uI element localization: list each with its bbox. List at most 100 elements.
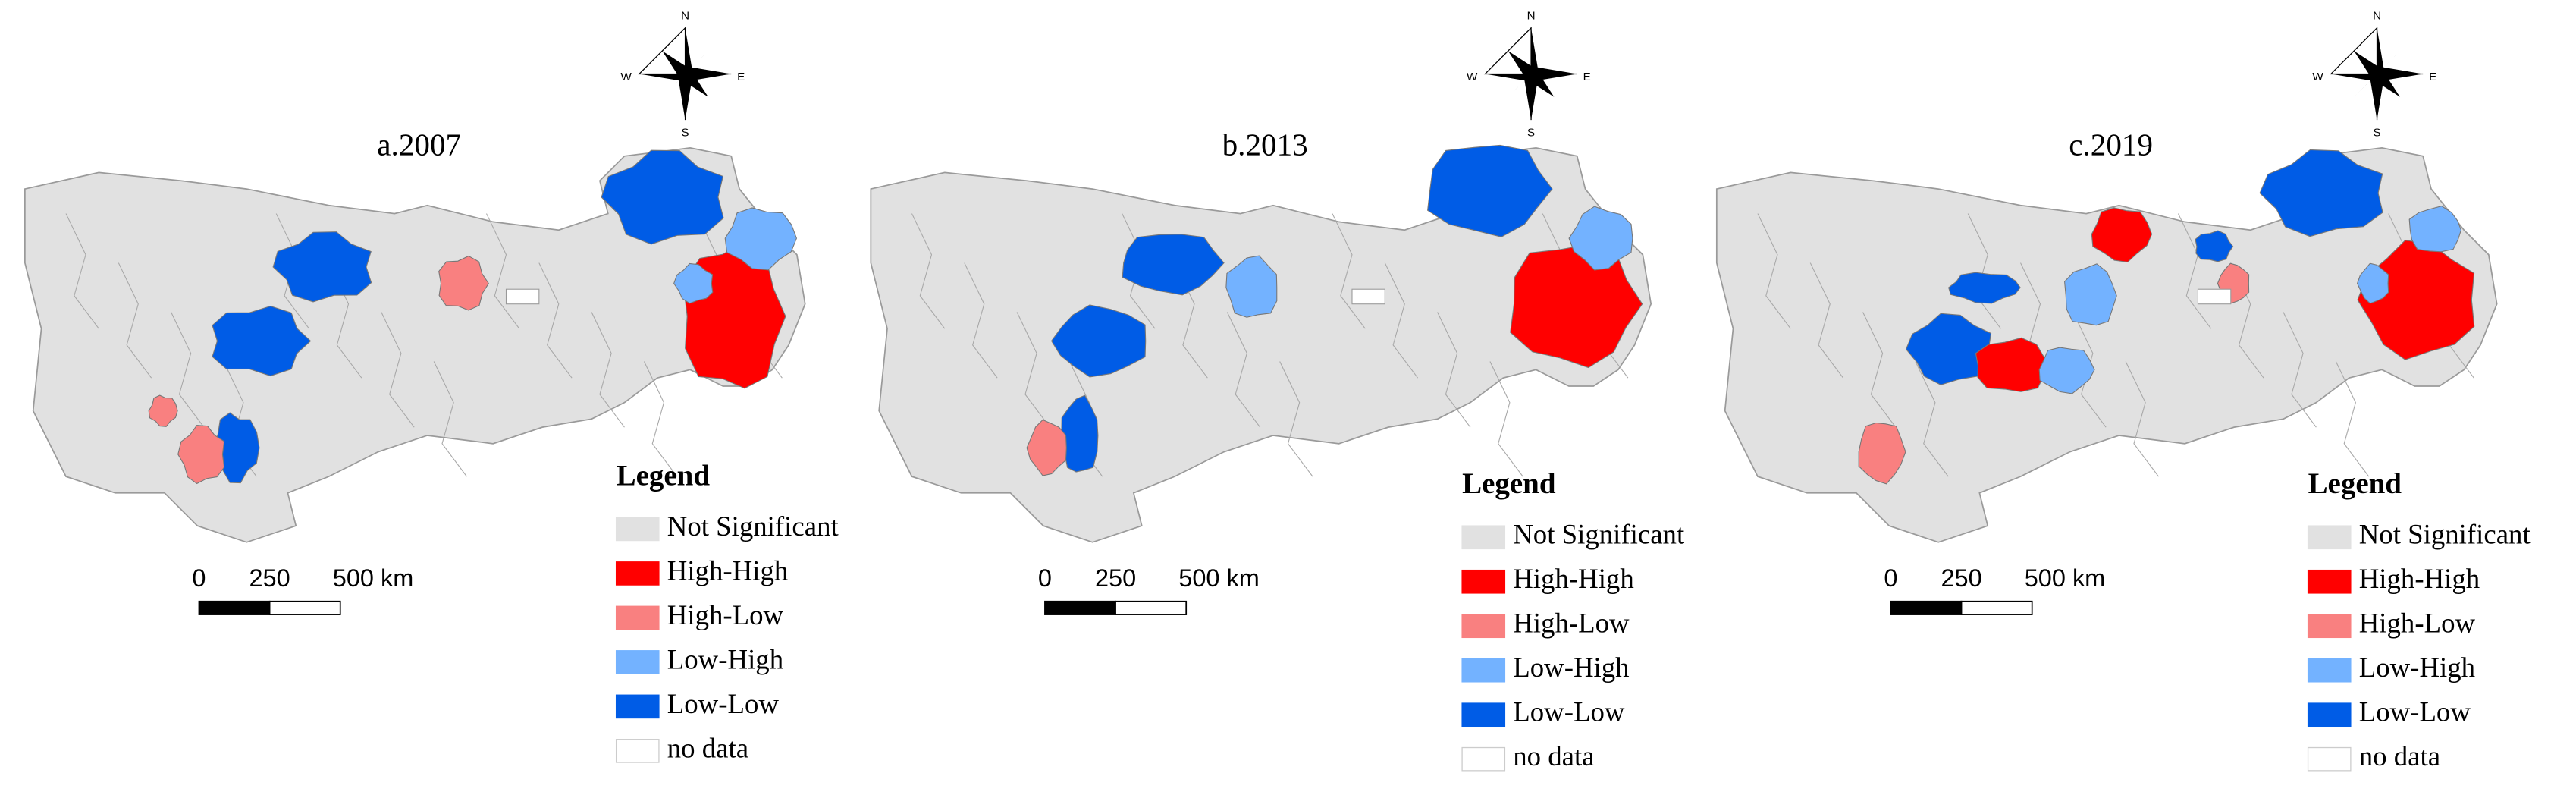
legend-swatch [2307, 702, 2352, 728]
legend-swatch [2307, 658, 2352, 683]
boundary [538, 262, 573, 379]
legend-title: Legend [2308, 467, 2402, 500]
scale-label: 0 [1884, 564, 1897, 592]
scale-label: 250 [249, 564, 290, 592]
cluster-region [724, 207, 798, 271]
boundary [2125, 361, 2159, 477]
cluster-region [1050, 304, 1147, 378]
legend-swatch [615, 694, 660, 719]
compass-letter: S [2373, 126, 2380, 139]
compass-star [1508, 51, 1555, 97]
legend-label: Low-Low [667, 688, 780, 719]
cluster-region [1427, 144, 1553, 237]
legend-label: Not Significant [1513, 519, 1685, 550]
boundary [1809, 262, 1844, 379]
cluster-region [601, 149, 724, 245]
compass-letter: E [2429, 71, 2436, 83]
scale-label: 250 [1941, 564, 1981, 592]
cluster-region [1225, 255, 1278, 318]
legend-label: High-High [2359, 563, 2480, 594]
scale-bar [1044, 600, 1116, 615]
compass-letter: E [1583, 71, 1591, 83]
cluster-region [438, 255, 489, 311]
boundary [1384, 262, 1419, 379]
legend-swatch [1461, 569, 1506, 594]
scale-label: 500 km [1178, 564, 1259, 592]
scale-bar [268, 600, 341, 615]
boundary [171, 312, 205, 428]
compass-letter: E [737, 71, 745, 83]
legend-label: no data [2359, 740, 2440, 772]
boundary [1279, 361, 1313, 477]
cluster-region [2408, 206, 2462, 253]
legend-swatch [2307, 746, 2352, 772]
cluster-region [673, 262, 714, 304]
legend-label: High-High [667, 555, 789, 586]
legend-swatch [1461, 746, 1506, 772]
legend-swatch [615, 605, 660, 630]
scale-label: 250 [1095, 564, 1136, 592]
compass-letter: W [2312, 71, 2323, 83]
compass-letter: N [1527, 10, 1536, 23]
cluster-region [148, 394, 178, 427]
legend-swatch [1461, 525, 1506, 550]
cluster-region [2038, 347, 2095, 394]
cluster-region [2357, 240, 2475, 360]
boundary [2335, 361, 2370, 477]
cluster-region [177, 424, 225, 485]
compass-star [2354, 51, 2400, 97]
boundary [643, 361, 678, 477]
legend-swatch [615, 650, 660, 674]
cluster-region [1948, 272, 2021, 304]
compass-letter: S [1527, 126, 1535, 139]
boundary [1862, 312, 1897, 428]
panel-title: c.2019 [2069, 127, 2153, 162]
legend-label: High-Low [667, 599, 784, 630]
map-panel: c.2019 N S W E 0 250 500 km Legend Not Significan… [1715, 10, 2531, 772]
cluster-region [2356, 262, 2389, 304]
cluster-region [2091, 207, 2153, 263]
cluster-region [212, 305, 312, 377]
scale-bar [1890, 600, 1963, 615]
legend-label: no data [1513, 740, 1594, 772]
legend-label: Low-High [2359, 652, 2475, 683]
no-data-region [505, 288, 540, 305]
map-panel: a.2007 N S W E 0 250 500 km Legend Not Significan… [24, 10, 839, 763]
legend-swatch [2307, 614, 2352, 639]
cluster-region [1975, 337, 2051, 392]
boundary [2283, 312, 2317, 428]
legend-swatch [615, 561, 660, 586]
scale-label: 500 km [2025, 564, 2105, 592]
legend-label: High-Low [2359, 608, 2476, 639]
map-panel: b.2013 N S W E 0 250 500 km Legend Not Significan… [870, 10, 1685, 772]
boundary [1332, 213, 1366, 329]
cluster-region [1905, 313, 1992, 385]
compass-letter: W [1467, 71, 1478, 83]
cluster-region [1122, 234, 1225, 296]
boundary [1226, 312, 1261, 428]
legend-label: Low-High [667, 643, 783, 674]
legend-swatch [2307, 525, 2352, 550]
legend-label: High-Low [1513, 608, 1630, 639]
boundary [1757, 213, 1791, 329]
legend-swatch [1461, 702, 1506, 728]
legend-title: Legend [1462, 467, 1556, 500]
legend-title: Legend [617, 459, 711, 492]
legend-label: Low-Low [1513, 696, 1625, 728]
scale-label: 0 [1038, 564, 1052, 592]
boundary [433, 361, 467, 477]
legend-swatch [1461, 658, 1506, 683]
basin-map [1715, 147, 2498, 543]
compass-letter: W [620, 71, 632, 83]
legend-label: Low-Low [2359, 696, 2471, 728]
compass-letter: S [682, 126, 689, 139]
boundary [118, 262, 152, 379]
compass: N S W E [1467, 10, 1591, 140]
cluster-region [1858, 422, 1906, 485]
compass: N S W E [620, 10, 745, 140]
scale-label: 500 km [333, 564, 413, 592]
legend-swatch [615, 739, 660, 763]
scale-bar [198, 600, 271, 615]
boundary [381, 312, 415, 428]
boundary [1915, 361, 1949, 477]
